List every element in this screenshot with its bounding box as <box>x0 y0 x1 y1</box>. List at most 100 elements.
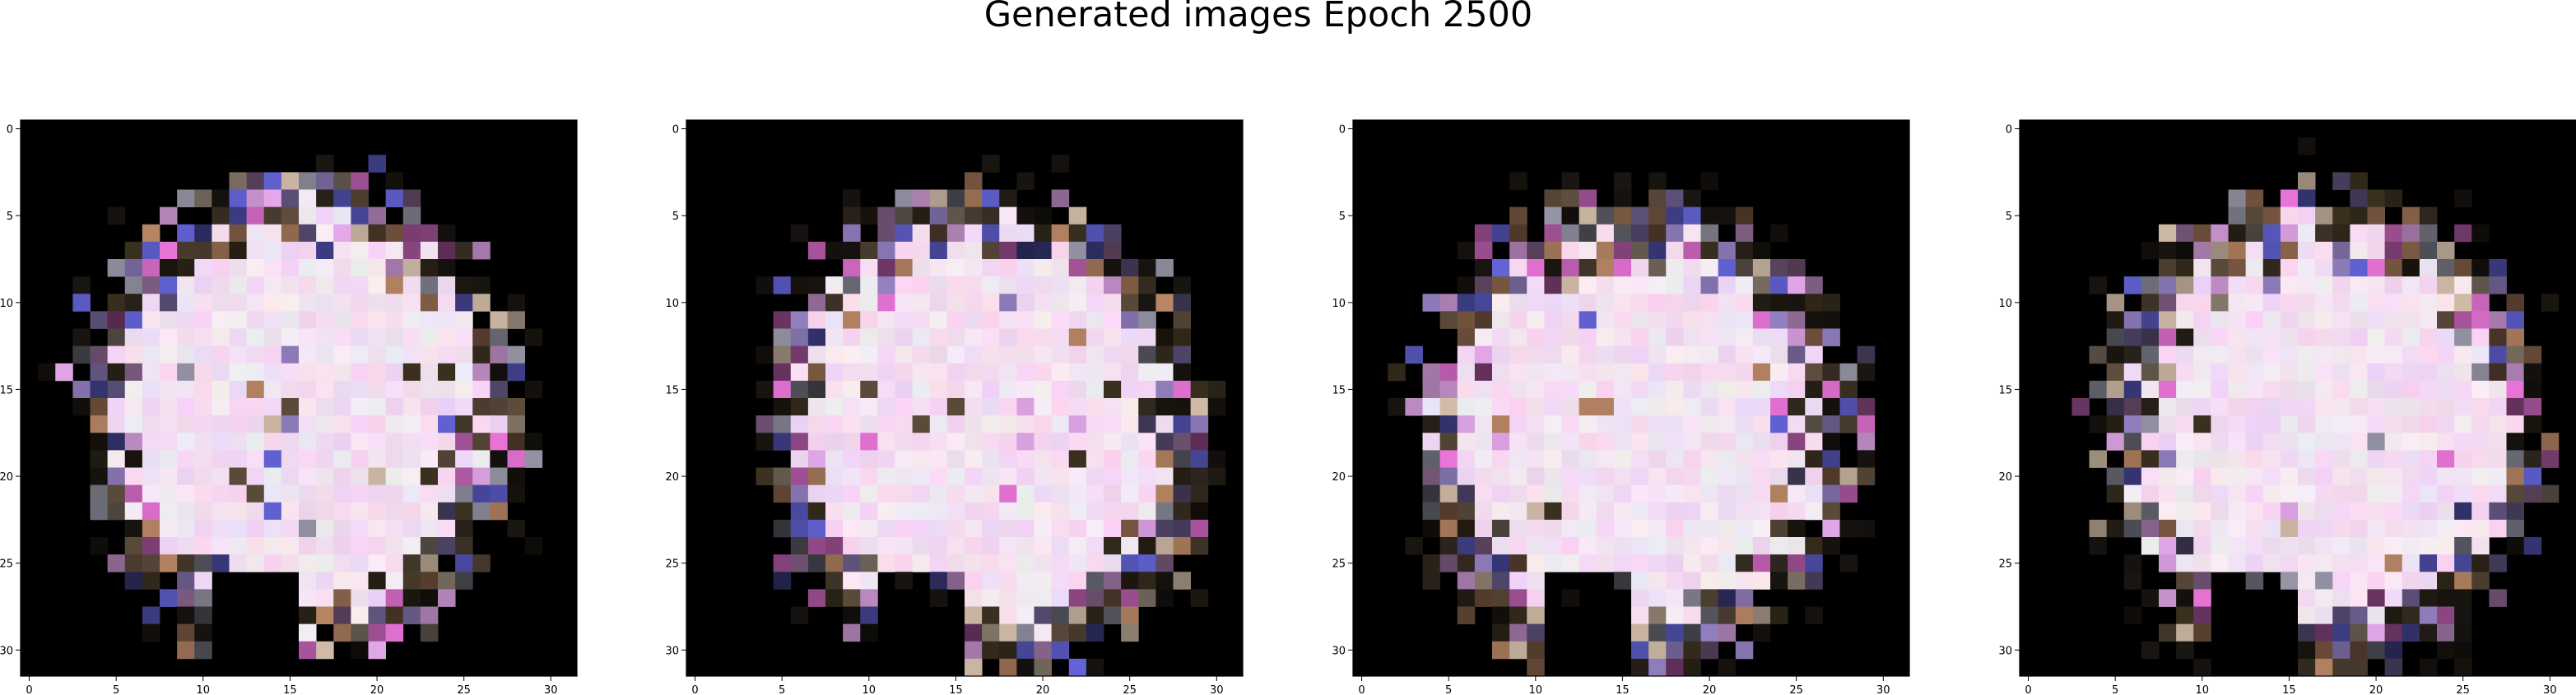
pixel <box>1051 259 1070 277</box>
pixel <box>2315 641 2333 660</box>
pixel <box>438 241 456 260</box>
pixel <box>263 311 282 329</box>
pixel <box>2332 658 2350 677</box>
pixel <box>1683 606 1701 625</box>
pixel <box>1770 259 1788 277</box>
pixel <box>756 380 774 399</box>
pixel <box>773 311 792 329</box>
pixel <box>1613 554 1632 572</box>
pixel <box>438 345 456 364</box>
pixel <box>1138 433 1156 451</box>
x-tick-label: 25 <box>457 684 471 695</box>
pixel <box>2193 484 2211 503</box>
pixel <box>1439 363 1458 382</box>
pixel <box>1492 450 1510 468</box>
pixel <box>142 433 160 451</box>
pixel <box>2384 433 2403 451</box>
pixel <box>402 484 421 503</box>
pixel <box>524 433 543 451</box>
pixel <box>2262 398 2281 416</box>
pixel <box>2471 398 2490 416</box>
pixel <box>1735 554 1754 572</box>
pixel <box>965 363 983 382</box>
pixel <box>455 328 473 347</box>
pixel <box>333 224 351 243</box>
x-tick-label: 25 <box>2456 684 2470 695</box>
pixel <box>1770 328 1788 347</box>
pixel <box>2454 294 2472 312</box>
pixel <box>2471 554 2490 572</box>
pixel <box>1492 276 1510 294</box>
pixel <box>402 259 421 277</box>
pixel <box>1138 554 1156 572</box>
pixel <box>860 467 878 486</box>
pixel <box>1752 328 1771 347</box>
pixel <box>299 398 317 416</box>
pixel <box>212 519 230 538</box>
pixel <box>1457 415 1476 433</box>
pixel <box>107 259 126 277</box>
pixel <box>1666 328 1684 347</box>
pixel <box>1138 311 1156 329</box>
pixel <box>368 380 387 399</box>
pixel <box>142 380 160 399</box>
pixel <box>2471 415 2490 433</box>
pixel <box>1700 589 1719 607</box>
pixel <box>1718 433 1737 451</box>
pixel <box>2454 554 2472 572</box>
pixel <box>1822 294 1840 312</box>
pixel <box>1544 398 1562 416</box>
pixel <box>807 467 826 486</box>
pixel <box>2123 328 2142 347</box>
pixel <box>2141 484 2160 503</box>
pixel <box>1104 294 1122 312</box>
pixel <box>912 398 931 416</box>
pixel <box>333 189 351 208</box>
pixel <box>1509 415 1527 433</box>
pixel <box>2159 623 2177 642</box>
pixel <box>843 363 861 382</box>
pixel <box>2437 433 2455 451</box>
pixel <box>999 467 1017 486</box>
pixel <box>1173 433 1192 451</box>
pixel <box>2402 363 2420 382</box>
pixel <box>1104 345 1122 364</box>
pixel <box>316 641 334 660</box>
pixel <box>1752 345 1771 364</box>
pixel <box>1104 380 1122 399</box>
pixel <box>1068 398 1087 416</box>
pixel <box>843 433 861 451</box>
pixel <box>160 415 178 433</box>
pixel <box>982 519 1000 538</box>
pixel <box>2471 311 2490 329</box>
pixel <box>1596 294 1615 312</box>
pixel <box>1492 398 1510 416</box>
pixel <box>402 572 421 590</box>
pixel <box>895 189 914 208</box>
pixel <box>2280 484 2299 503</box>
pixel <box>843 206 861 225</box>
pixel <box>1805 294 1823 312</box>
pixel <box>2384 328 2403 347</box>
pixel <box>1631 606 1649 625</box>
pixel <box>2367 294 2386 312</box>
pixel <box>1474 502 1493 521</box>
pixel <box>438 589 456 607</box>
pixel <box>2350 589 2368 607</box>
pixel <box>843 589 861 607</box>
pixel <box>142 224 160 243</box>
pixel <box>1509 363 1527 382</box>
pixel <box>472 241 491 260</box>
pixel <box>1051 380 1070 399</box>
pixel <box>1700 345 1719 364</box>
pixel <box>1544 345 1562 364</box>
x-tick-label: 20 <box>2369 684 2383 695</box>
pixel <box>263 345 282 364</box>
pixel <box>2211 363 2229 382</box>
pixel <box>2384 641 2403 660</box>
pixel <box>2384 311 2403 329</box>
pixel <box>2176 311 2194 329</box>
pixel <box>299 623 317 642</box>
pixel <box>263 398 282 416</box>
pixel <box>472 328 491 347</box>
